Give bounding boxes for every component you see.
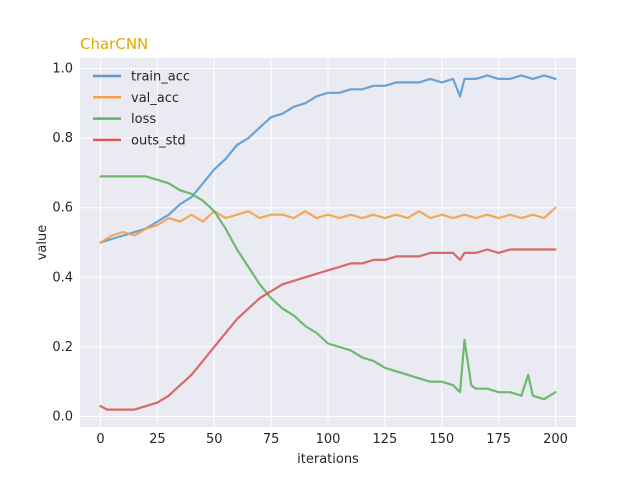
x-tick-label: 200	[543, 432, 568, 447]
x-tick-label: 150	[429, 432, 454, 447]
legend-label-val-acc: val_acc	[131, 91, 179, 106]
y-axis-label: value	[35, 225, 50, 261]
y-tick-label: 0.0	[52, 410, 73, 425]
series-line-loss	[99, 175, 557, 401]
x-tick-label: 125	[372, 432, 397, 447]
x-tick-label: 175	[486, 432, 511, 447]
y-tick-label: 0.8	[52, 131, 73, 146]
y-tick-label: 0.2	[52, 340, 73, 355]
series-line-outs-std	[99, 248, 557, 411]
x-tick-label: 50	[206, 432, 223, 447]
legend-label-train-acc: train_acc	[131, 70, 190, 85]
plot-area: 0 25 50 75 100 125 150 175 200 0.0 0.2 0.4 0.6 0.8 1.0	[52, 58, 576, 447]
y-tick-label: 1.0	[52, 61, 73, 76]
legend-label-outs-std: outs_std	[131, 133, 186, 148]
legend-label-loss: loss	[131, 112, 156, 127]
y-tick-label: 0.6	[52, 201, 73, 216]
x-tick-label: 25	[149, 432, 166, 447]
x-tick-label: 0	[96, 432, 104, 447]
series-line-train-acc	[99, 74, 557, 244]
series-line-val-acc	[99, 206, 557, 244]
chart-title: CharCNN	[80, 35, 148, 53]
x-tick-label: 75	[263, 432, 280, 447]
y-tick-label: 0.4	[52, 270, 73, 285]
x-tick-label: 100	[316, 432, 341, 447]
x-axis-label: iterations	[297, 452, 359, 467]
